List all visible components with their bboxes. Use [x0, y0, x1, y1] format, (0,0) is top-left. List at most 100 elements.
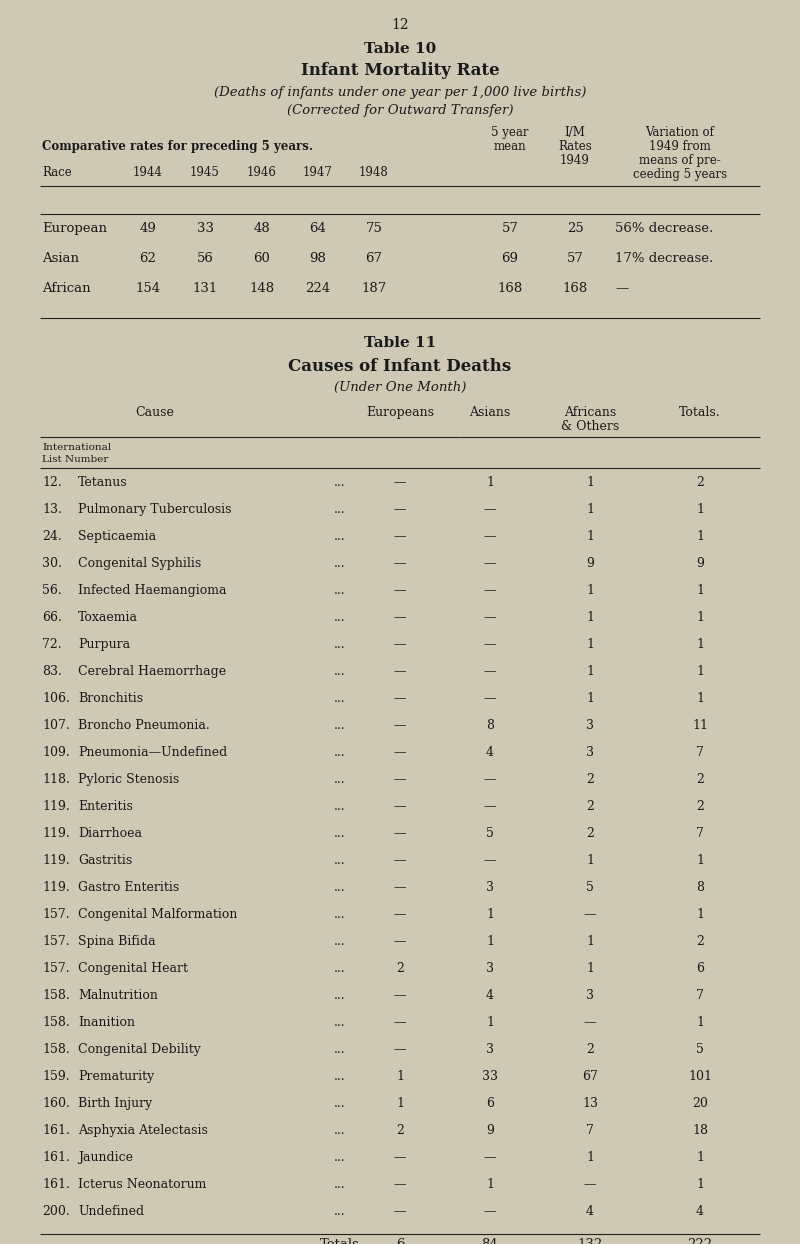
- Text: 57: 57: [566, 253, 583, 265]
- Text: (Under One Month): (Under One Month): [334, 381, 466, 394]
- Text: —: —: [584, 1178, 596, 1191]
- Text: 119.: 119.: [42, 827, 70, 840]
- Text: —: —: [584, 1016, 596, 1029]
- Text: 109.: 109.: [42, 746, 70, 759]
- Text: 2: 2: [696, 476, 704, 489]
- Text: 2: 2: [586, 800, 594, 814]
- Text: Congenital Malformation: Congenital Malformation: [78, 908, 238, 921]
- Text: 200.: 200.: [42, 1205, 70, 1218]
- Text: —: —: [484, 530, 496, 542]
- Text: 1949: 1949: [560, 154, 590, 167]
- Text: 2: 2: [586, 827, 594, 840]
- Text: 148: 148: [250, 282, 274, 295]
- Text: —: —: [484, 1205, 496, 1218]
- Text: 1: 1: [486, 935, 494, 948]
- Text: 60: 60: [254, 253, 270, 265]
- Text: 1: 1: [586, 638, 594, 651]
- Text: 24.: 24.: [42, 530, 62, 542]
- Text: 5: 5: [696, 1042, 704, 1056]
- Text: Tetanus: Tetanus: [78, 476, 128, 489]
- Text: 157.: 157.: [42, 935, 70, 948]
- Text: 161.: 161.: [42, 1178, 70, 1191]
- Text: ...: ...: [334, 503, 346, 516]
- Text: 75: 75: [366, 221, 382, 235]
- Text: —: —: [484, 666, 496, 678]
- Text: Toxaemia: Toxaemia: [78, 611, 138, 624]
- Text: —: —: [394, 719, 406, 731]
- Text: ...: ...: [334, 666, 346, 678]
- Text: 57: 57: [502, 221, 518, 235]
- Text: 106.: 106.: [42, 692, 70, 705]
- Text: 168: 168: [562, 282, 588, 295]
- Text: 132: 132: [578, 1238, 602, 1244]
- Text: Cause: Cause: [135, 406, 174, 419]
- Text: 158.: 158.: [42, 1042, 70, 1056]
- Text: 7: 7: [696, 989, 704, 1001]
- Text: —: —: [394, 557, 406, 570]
- Text: mean: mean: [494, 141, 526, 153]
- Text: —: —: [484, 557, 496, 570]
- Text: Pneumonia—Undefined: Pneumonia—Undefined: [78, 746, 227, 759]
- Text: 154: 154: [135, 282, 161, 295]
- Text: —: —: [394, 476, 406, 489]
- Text: 12.: 12.: [42, 476, 62, 489]
- Text: 107.: 107.: [42, 719, 70, 731]
- Text: 1948: 1948: [359, 165, 389, 179]
- Text: —: —: [394, 827, 406, 840]
- Text: 168: 168: [498, 282, 522, 295]
- Text: —: —: [394, 773, 406, 786]
- Text: 3: 3: [486, 962, 494, 975]
- Text: ...: ...: [334, 908, 346, 921]
- Text: Asian: Asian: [42, 253, 79, 265]
- Text: 3: 3: [486, 1042, 494, 1056]
- Text: Africans: Africans: [564, 406, 616, 419]
- Text: 160.: 160.: [42, 1097, 70, 1110]
- Text: —: —: [484, 638, 496, 651]
- Text: 33: 33: [197, 221, 214, 235]
- Text: Gastritis: Gastritis: [78, 853, 132, 867]
- Text: ...: ...: [334, 1205, 346, 1218]
- Text: —: —: [484, 773, 496, 786]
- Text: 4: 4: [486, 989, 494, 1001]
- Text: ...: ...: [334, 881, 346, 894]
- Text: 1: 1: [696, 853, 704, 867]
- Text: Diarrhoea: Diarrhoea: [78, 827, 142, 840]
- Text: 69: 69: [502, 253, 518, 265]
- Text: —: —: [394, 611, 406, 624]
- Text: 157.: 157.: [42, 962, 70, 975]
- Text: 2: 2: [396, 1125, 404, 1137]
- Text: Totals: Totals: [320, 1238, 360, 1244]
- Text: —: —: [394, 1016, 406, 1029]
- Text: 4: 4: [486, 746, 494, 759]
- Text: 2: 2: [586, 773, 594, 786]
- Text: List Number: List Number: [42, 455, 108, 464]
- Text: 3: 3: [586, 719, 594, 731]
- Text: Prematurity: Prematurity: [78, 1070, 154, 1084]
- Text: 1: 1: [696, 1016, 704, 1029]
- Text: 5: 5: [586, 881, 594, 894]
- Text: 7: 7: [696, 746, 704, 759]
- Text: Europeans: Europeans: [366, 406, 434, 419]
- Text: ...: ...: [334, 692, 346, 705]
- Text: —: —: [394, 583, 406, 597]
- Text: ...: ...: [334, 1125, 346, 1137]
- Text: Inanition: Inanition: [78, 1016, 135, 1029]
- Text: ...: ...: [334, 1178, 346, 1191]
- Text: ...: ...: [334, 853, 346, 867]
- Text: ...: ...: [334, 1016, 346, 1029]
- Text: 56% decrease.: 56% decrease.: [615, 221, 714, 235]
- Text: ...: ...: [334, 638, 346, 651]
- Text: Congenital Heart: Congenital Heart: [78, 962, 188, 975]
- Text: 119.: 119.: [42, 881, 70, 894]
- Text: (Deaths of infants under one year per 1,000 live births): (Deaths of infants under one year per 1,…: [214, 86, 586, 100]
- Text: ...: ...: [334, 800, 346, 814]
- Text: Birth Injury: Birth Injury: [78, 1097, 152, 1110]
- Text: Asphyxia Atelectasis: Asphyxia Atelectasis: [78, 1125, 208, 1137]
- Text: Broncho Pneumonia.: Broncho Pneumonia.: [78, 719, 210, 731]
- Text: 131: 131: [192, 282, 218, 295]
- Text: Pyloric Stenosis: Pyloric Stenosis: [78, 773, 179, 786]
- Text: 8: 8: [696, 881, 704, 894]
- Text: Icterus Neonatorum: Icterus Neonatorum: [78, 1178, 206, 1191]
- Text: 72.: 72.: [42, 638, 62, 651]
- Text: 161.: 161.: [42, 1151, 70, 1164]
